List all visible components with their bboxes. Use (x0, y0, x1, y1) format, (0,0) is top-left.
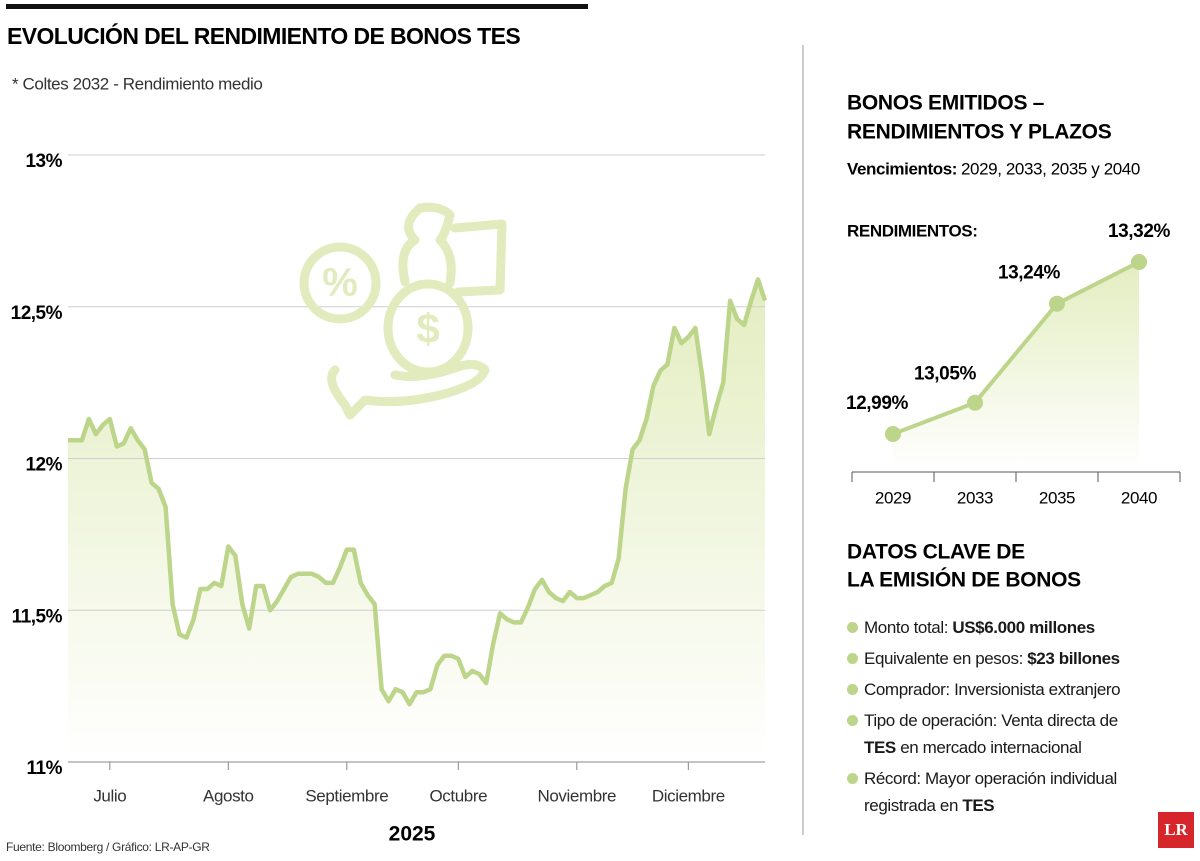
x-axis-label: 2025 (389, 823, 436, 846)
key-text: Tipo de operación: Venta directa de (864, 711, 1118, 730)
value-label: 13,32% (1108, 221, 1171, 242)
key-value: US$6.000 millones (952, 618, 1095, 637)
point (885, 426, 901, 442)
y-tick-label: 13% (25, 151, 62, 172)
line (892, 260, 1140, 436)
title: EVOLUCIÓN DEL RENDIMIENTO DE BONOS TES (7, 22, 520, 49)
x-tick-label: 2033 (957, 488, 993, 507)
y-tick-label: 11,5% (12, 606, 63, 627)
point (967, 394, 983, 411)
y-tick-label: 11% (27, 758, 63, 779)
x-tick-label: 2040 (1121, 488, 1157, 507)
key-value: TES (864, 738, 896, 757)
side-title: BONOS EMITIDOS – (847, 92, 1045, 115)
value-label: 13,05% (914, 364, 977, 385)
line (68, 277, 768, 707)
top-rule (6, 4, 588, 9)
key-value: $23 billones (1027, 649, 1120, 668)
x-tick-label: Noviembre (538, 786, 617, 805)
area (68, 279, 765, 762)
point (1131, 254, 1147, 270)
logo-box (1158, 812, 1194, 848)
key-item: Récord: Mayor operación individual regis… (845, 765, 1145, 819)
key-text: en mercado internacional (895, 738, 1082, 757)
x-tick-label: Julio (93, 786, 126, 805)
svg-text:$: $ (416, 305, 439, 352)
note: 2029, 2033, 2035 y 2040 (961, 159, 1140, 178)
yield-chart: 12,99% 2029 13,05% 2033 13,24% 2035 13,32% 2040 (846, 221, 1181, 507)
source: Fuente: Bloomberg / Gráfico: LR-AP-GR (6, 840, 210, 854)
x-tick-label: Diciembre (652, 786, 725, 805)
y-tick-label: 12% (25, 455, 62, 476)
key-item: Monto total: US$6.000 millones (845, 614, 1145, 641)
value-label: 13,24% (998, 263, 1061, 284)
x-tick-label: Septiembre (305, 786, 388, 805)
area (893, 262, 1139, 472)
x-tick-label: 2035 (1039, 488, 1075, 507)
key-data-list: Monto total: US$6.000 millones Equivalent… (845, 614, 1145, 823)
money-icon: % $ (299, 202, 507, 420)
key-text: Comprador: Inversionista extranjero (864, 680, 1121, 699)
svg-text:%: % (322, 261, 358, 305)
key-text: Equivalente en pesos: (864, 649, 1028, 668)
yield-label: RENDIMIENTOS: (847, 221, 978, 240)
point (1049, 295, 1065, 312)
side-title: RENDIMIENTOS Y PLAZOS (847, 121, 1112, 144)
key-text: Monto total: (864, 618, 953, 637)
note-label: Vencimientos: (847, 159, 957, 178)
x-tick-label: 2029 (875, 488, 911, 507)
x-tick-label: Agosto (203, 786, 254, 805)
value-label: 12,99% (846, 393, 909, 414)
key-item: Comprador: Inversionista extranjero (845, 676, 1145, 703)
key-title: LA EMISIÓN DE BONOS (847, 568, 1081, 592)
key-title: DATOS CLAVE DE (847, 541, 1025, 564)
key-value: TES (962, 796, 995, 815)
x-tick-label: Octubre (429, 786, 487, 805)
logo: LR (1164, 820, 1188, 839)
key-text: Récord: Mayor operación individual regis… (864, 769, 1117, 815)
main-chart: 13% 12,5% 12% 11,5% 11% Julio Agosto Septiembre… (11, 151, 768, 846)
subtitle: * Coltes 2032 - Rendimiento medio (12, 74, 262, 93)
key-item: Equivalente en pesos: $23 billones (845, 645, 1145, 672)
key-item: Tipo de operación: Venta directa de TES … (845, 707, 1145, 761)
y-tick-label: 12,5% (11, 303, 63, 324)
